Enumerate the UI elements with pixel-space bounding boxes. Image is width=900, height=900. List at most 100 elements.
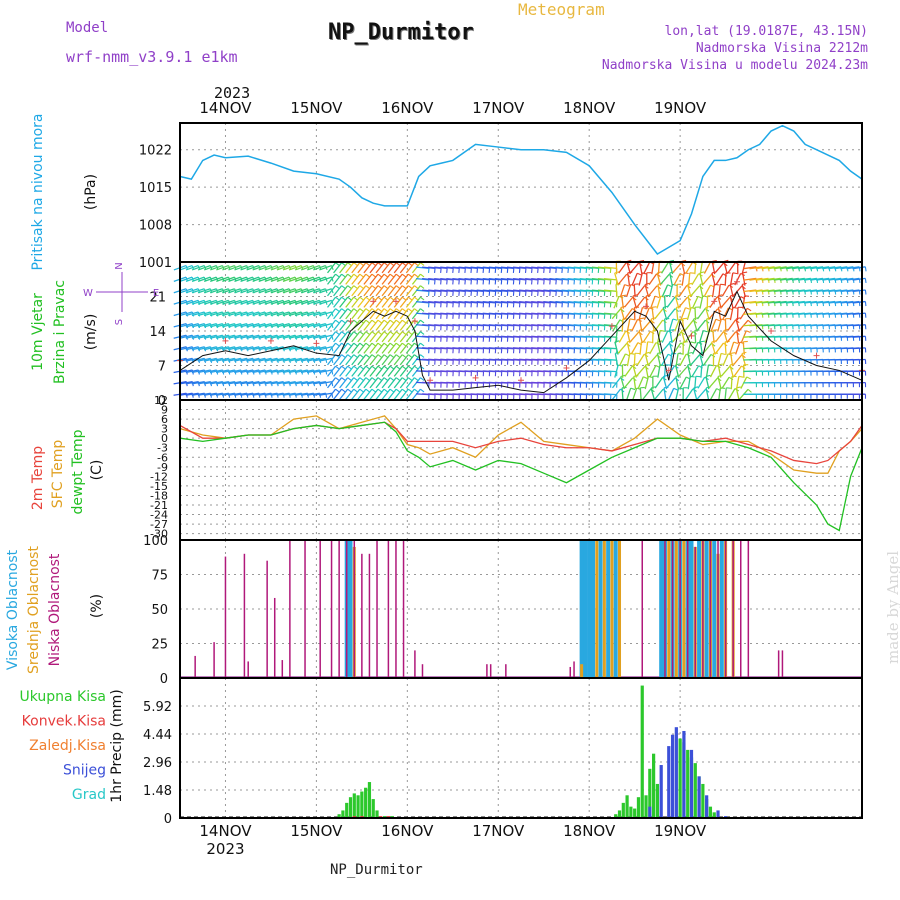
wind-barb — [656, 353, 662, 367]
wind-barb — [197, 322, 211, 328]
wind-barb — [246, 264, 260, 271]
legend-snow: Snijeg — [63, 763, 106, 779]
wind-barb-flag — [306, 323, 310, 329]
wind-barb — [339, 296, 349, 308]
wind-barb — [197, 299, 211, 305]
wind-barb-flag — [630, 387, 636, 391]
wind-barb — [642, 388, 652, 400]
wind-barb — [721, 284, 730, 297]
wind-barb-flag — [420, 273, 425, 278]
wind-barb-flag — [685, 307, 690, 310]
bottom-day-label: 19NOV — [654, 822, 707, 840]
wind-barb — [228, 369, 242, 374]
wind-unit-label: (m/s) — [83, 314, 99, 351]
wind-barb-flag — [420, 308, 425, 312]
wind-barb-flag — [359, 354, 364, 358]
wind-barb — [755, 266, 769, 270]
rain-total-bar — [617, 810, 622, 818]
wind-barb-flag — [377, 365, 382, 370]
wind-barb — [620, 376, 625, 390]
wind-barb-flag — [353, 377, 358, 381]
temperature-panel — [179, 415, 863, 532]
wind-barb — [723, 330, 729, 344]
wind-barb — [691, 296, 699, 309]
wind-barb — [664, 318, 666, 332]
wind-speed-line — [179, 290, 863, 394]
wind-barb — [773, 289, 787, 293]
legend-hail: Grad — [72, 787, 106, 803]
wind-gust-mark — [370, 298, 377, 305]
wind-barb — [327, 262, 337, 274]
wind-barb — [252, 264, 266, 271]
wind-barb — [721, 376, 730, 389]
wind-barb-flag — [401, 331, 407, 335]
wind-barb — [300, 392, 314, 396]
wind-barb — [393, 308, 403, 320]
wind-barb — [405, 319, 415, 331]
wind-barb — [698, 330, 704, 344]
wind-barb — [638, 272, 643, 286]
rain-total-bar — [655, 783, 659, 818]
wind-barb — [715, 331, 725, 343]
wind-barb — [667, 365, 676, 378]
wind-barb — [743, 277, 757, 281]
wind-barb — [654, 388, 664, 400]
cloud-low-bar — [709, 540, 712, 678]
wind-barb-flag — [647, 341, 653, 343]
wind-barb-flag — [408, 354, 413, 358]
wind-barb — [300, 334, 314, 339]
wind-barb — [357, 342, 367, 354]
wind-barb — [339, 365, 349, 377]
wind-barb — [632, 295, 638, 309]
wind-barb — [345, 273, 355, 285]
wind-barb — [240, 380, 254, 385]
wind-barb — [306, 380, 320, 385]
wind-barb — [270, 288, 284, 294]
wind-barb — [369, 319, 379, 331]
wind-barb — [662, 376, 668, 390]
wind-barb — [668, 341, 674, 355]
wind-barb — [246, 299, 260, 305]
wind-barb-flag — [203, 323, 207, 329]
wind-barb — [319, 288, 332, 294]
wind-barb — [333, 342, 343, 354]
cloud-low-bar — [361, 553, 363, 678]
wind-barb — [645, 341, 649, 355]
wind-barb — [791, 289, 805, 293]
wind-barb — [319, 346, 332, 351]
wind-barb — [319, 264, 332, 271]
wind-barb — [722, 353, 729, 366]
wind-barb — [203, 299, 217, 305]
wind-barb — [339, 308, 349, 320]
wind-barb — [270, 334, 284, 339]
page-title: NP_Durmitor — [328, 20, 474, 45]
wind-barb — [803, 277, 818, 281]
pressure-tick-label: 1015 — [139, 181, 172, 196]
wind-barb — [691, 365, 700, 378]
cloud-low-bar — [289, 540, 291, 678]
wind-barb-flag — [420, 296, 425, 301]
wind-barb — [203, 334, 217, 339]
wind-barb — [687, 353, 692, 367]
wind-barb-flag — [383, 319, 388, 324]
wind-barb — [191, 264, 205, 271]
wind-barb — [288, 322, 302, 328]
wind-barb-flag — [341, 342, 346, 347]
wind-barb — [852, 266, 866, 270]
wind-barb — [216, 288, 229, 294]
compass-s: S — [114, 319, 125, 325]
wind-barb — [779, 289, 793, 293]
wind-barb — [210, 276, 223, 282]
wind-barb — [197, 334, 211, 339]
wind-barb — [709, 388, 718, 401]
wind-barb — [339, 319, 349, 331]
wind-barb — [191, 380, 205, 385]
wind-barb — [270, 264, 284, 271]
wind-barb — [234, 369, 248, 374]
wind-barb — [264, 380, 278, 385]
pressure-panel — [179, 124, 863, 255]
wind-barb-flag — [673, 387, 679, 391]
cloud-low-bar — [338, 540, 340, 678]
cloud-high-bar — [697, 540, 702, 678]
wind-barb — [369, 354, 379, 366]
